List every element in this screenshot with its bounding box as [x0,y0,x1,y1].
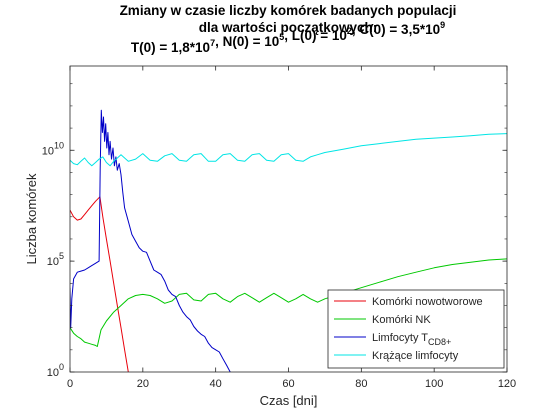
legend-label-1: Komórki NK [372,314,431,326]
x-tick-label-3: 60 [282,378,294,390]
title-sup-2: 2 [347,26,352,36]
x-tick-label-2: 40 [210,378,222,390]
series-layer [70,109,507,372]
chart-title-line-1: Zmiany w czasie liczby komórek badanych … [120,3,457,18]
title-sup-0: 7 [210,38,215,48]
y-axis-label: Liczba komórek [24,173,39,265]
x-tick-label-1: 20 [137,378,149,390]
legend-label-3: Krążące limfocyty [372,350,459,362]
x-tick-label-5: 100 [425,378,443,390]
series-line-1 [70,258,507,347]
x-axis-label: Czas [dni] [260,393,318,408]
y-tick-label-2: 1010 [42,140,64,157]
x-tick-label-0: 0 [67,378,73,390]
series-line-3 [70,133,507,167]
legend-label-0: Komórki nowotworowe [372,296,483,308]
chart-title: Zmiany w czasie liczby komórek badanych … [120,3,457,55]
title-part-2: , L(0) = 10 [284,28,347,43]
x-tick-label-4: 80 [355,378,367,390]
chart-title-line-3: T(0) = 1,8*107, N(0) = 105, L(0) = 102, … [131,20,445,55]
axis-ticks: 0 20 40 60 80 100 120 100 105 1010 [42,66,516,390]
y-tick-label-1: 105 [47,251,64,268]
title-sup-3: 9 [440,20,445,30]
legend: Komórki nowotworowe Komórki NK Limfocyty T… [327,289,505,369]
chart-title-line-2: dla wartości początkowych: [199,20,378,35]
x-tick-label-6: 120 [498,378,516,390]
title-part-1: , N(0) = 10 [215,34,279,49]
title-sup-1: 5 [279,32,284,42]
title-part-0: T(0) = 1,8*10 [131,40,210,55]
y-tick-label-0: 100 [47,362,64,379]
legend-label-2: Limfocyty TCD8+ [372,332,451,347]
title-part-3: , C(0) = 3,5*10 [352,22,440,37]
series-line-2 [70,109,231,372]
